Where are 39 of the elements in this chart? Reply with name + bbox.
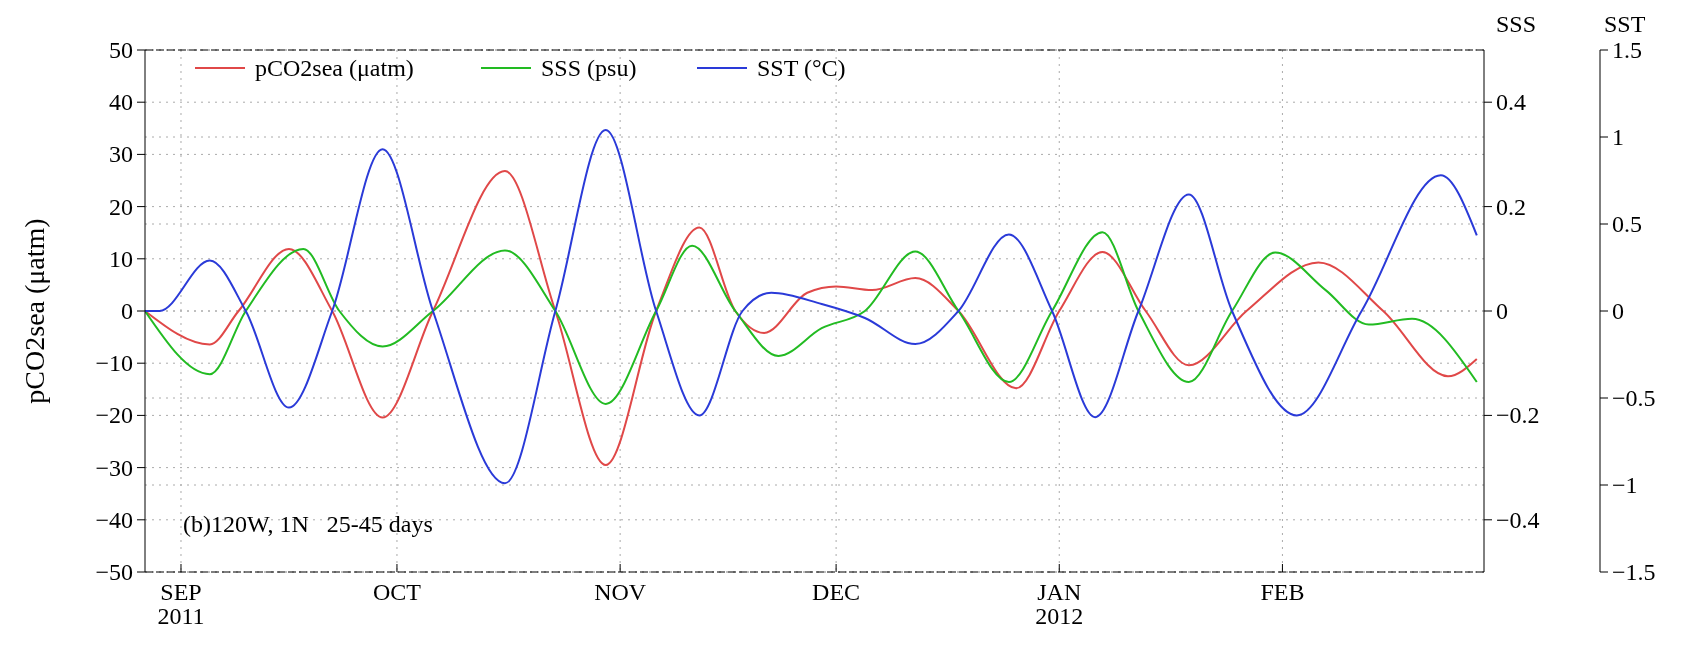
y-tick-label: −50 <box>95 559 133 585</box>
y2-axis-title: SSS <box>1496 11 1537 37</box>
legend-label: SST (°C) <box>757 55 846 81</box>
x-tick-label: NOV <box>594 579 647 605</box>
x-tick-label: JAN 2012 <box>1035 579 1084 629</box>
y-tick-label: −40 <box>95 506 133 533</box>
y3-tick-label: −1 <box>1612 472 1638 498</box>
x-tick-label: OCT <box>372 579 422 605</box>
y3-tick-label: −1.5 <box>1612 559 1656 585</box>
y2-tick-label: −0.2 <box>1496 402 1540 429</box>
y-tick-label: 0 <box>121 298 133 324</box>
y3-axis-title: SST <box>1604 11 1646 37</box>
y2-tick-label: −0.4 <box>1496 506 1540 533</box>
y-tick-label: 10 <box>109 245 133 272</box>
y3-tick-label: 1 <box>1612 124 1624 150</box>
y2-tick-label: 0.4 <box>1496 89 1526 116</box>
y-tick-label: 50 <box>109 37 133 63</box>
legend-label: pCO2sea (μatm) <box>255 55 414 81</box>
y-tick-label: −10 <box>95 350 133 377</box>
y3-tick-label: 0.5 <box>1612 211 1642 237</box>
x-tick-label: DEC <box>812 579 861 605</box>
annotation: (b)120W, 1N 25-45 days <box>183 511 433 537</box>
y-tick-label: −20 <box>95 402 133 429</box>
y3-tick-label: 0 <box>1612 298 1624 324</box>
y3-tick-label: −0.5 <box>1612 385 1656 411</box>
line-series <box>145 231 1478 405</box>
y-tick-label: −30 <box>95 454 133 481</box>
line-series <box>145 129 1478 485</box>
y-tick-label: 20 <box>109 193 133 220</box>
y-axis-title: pCO2sea (μatm) <box>19 218 50 404</box>
y2-tick-label: 0.2 <box>1496 193 1526 220</box>
y-tick-label: 30 <box>109 141 133 168</box>
y3-tick-label: 1.5 <box>1612 37 1642 63</box>
y2-tick-label: 0 <box>1496 298 1508 324</box>
x-tick-label: SEP 2011 <box>157 579 205 629</box>
y-tick-label: 40 <box>109 89 133 116</box>
legend-label: SSS (psu) <box>541 55 637 81</box>
line-series <box>145 170 1478 466</box>
x-tick-label: FEB <box>1260 579 1305 605</box>
